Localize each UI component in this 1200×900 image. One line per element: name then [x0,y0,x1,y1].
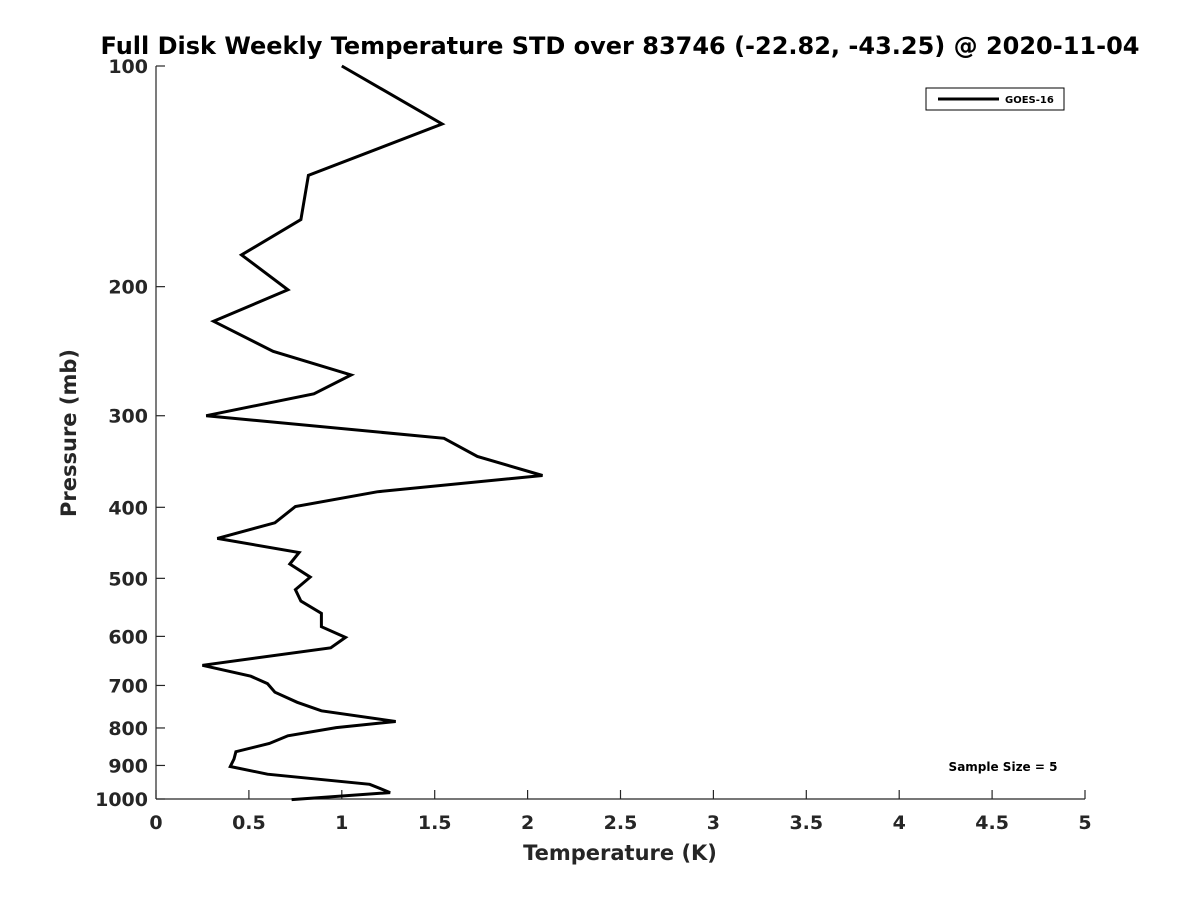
y-tick-label: 400 [108,497,148,519]
y-tick-label: 100 [108,56,148,78]
x-tick-label: 1.5 [418,812,452,834]
series-line-goes-16 [202,64,543,802]
legend: GOES-16 [925,87,1065,111]
x-tick-label: 4.5 [975,812,1009,834]
x-tick-label: 3 [707,812,720,834]
sample-size-annotation: Sample Size = 5 [949,760,1058,774]
x-tick-label: 0.5 [232,812,266,834]
legend-label-goes-16: GOES-16 [1005,95,1054,106]
y-axis-ticks: 100 200 300 400 500 600 700 800 900 1000 [95,56,165,811]
x-axis-label: Temperature (K) [523,841,717,865]
x-tick-label: 1 [335,812,348,834]
y-tick-label: 200 [108,277,148,299]
y-axis-label: Pressure (mb) [57,349,81,517]
plot-area [156,66,1085,799]
y-tick-label: 700 [108,675,148,697]
x-axis-ticks: 0 0.5 1 1.5 2 2.5 3 3.5 4 4.5 5 [149,790,1092,834]
y-tick-label: 600 [108,626,148,648]
x-tick-label: 5 [1078,812,1091,834]
x-tick-label: 2 [521,812,534,834]
y-tick-label: 800 [108,718,148,740]
x-tick-label: 4 [893,812,906,834]
x-tick-label: 2.5 [604,812,638,834]
y-tick-label: 300 [108,406,148,428]
x-tick-label: 0 [149,812,162,834]
y-tick-label: 500 [108,568,148,590]
chart-title: Full Disk Weekly Temperature STD over 83… [101,32,1140,60]
y-tick-label: 900 [108,755,148,777]
x-tick-label: 3.5 [789,812,823,834]
y-tick-label: 1000 [95,789,148,811]
